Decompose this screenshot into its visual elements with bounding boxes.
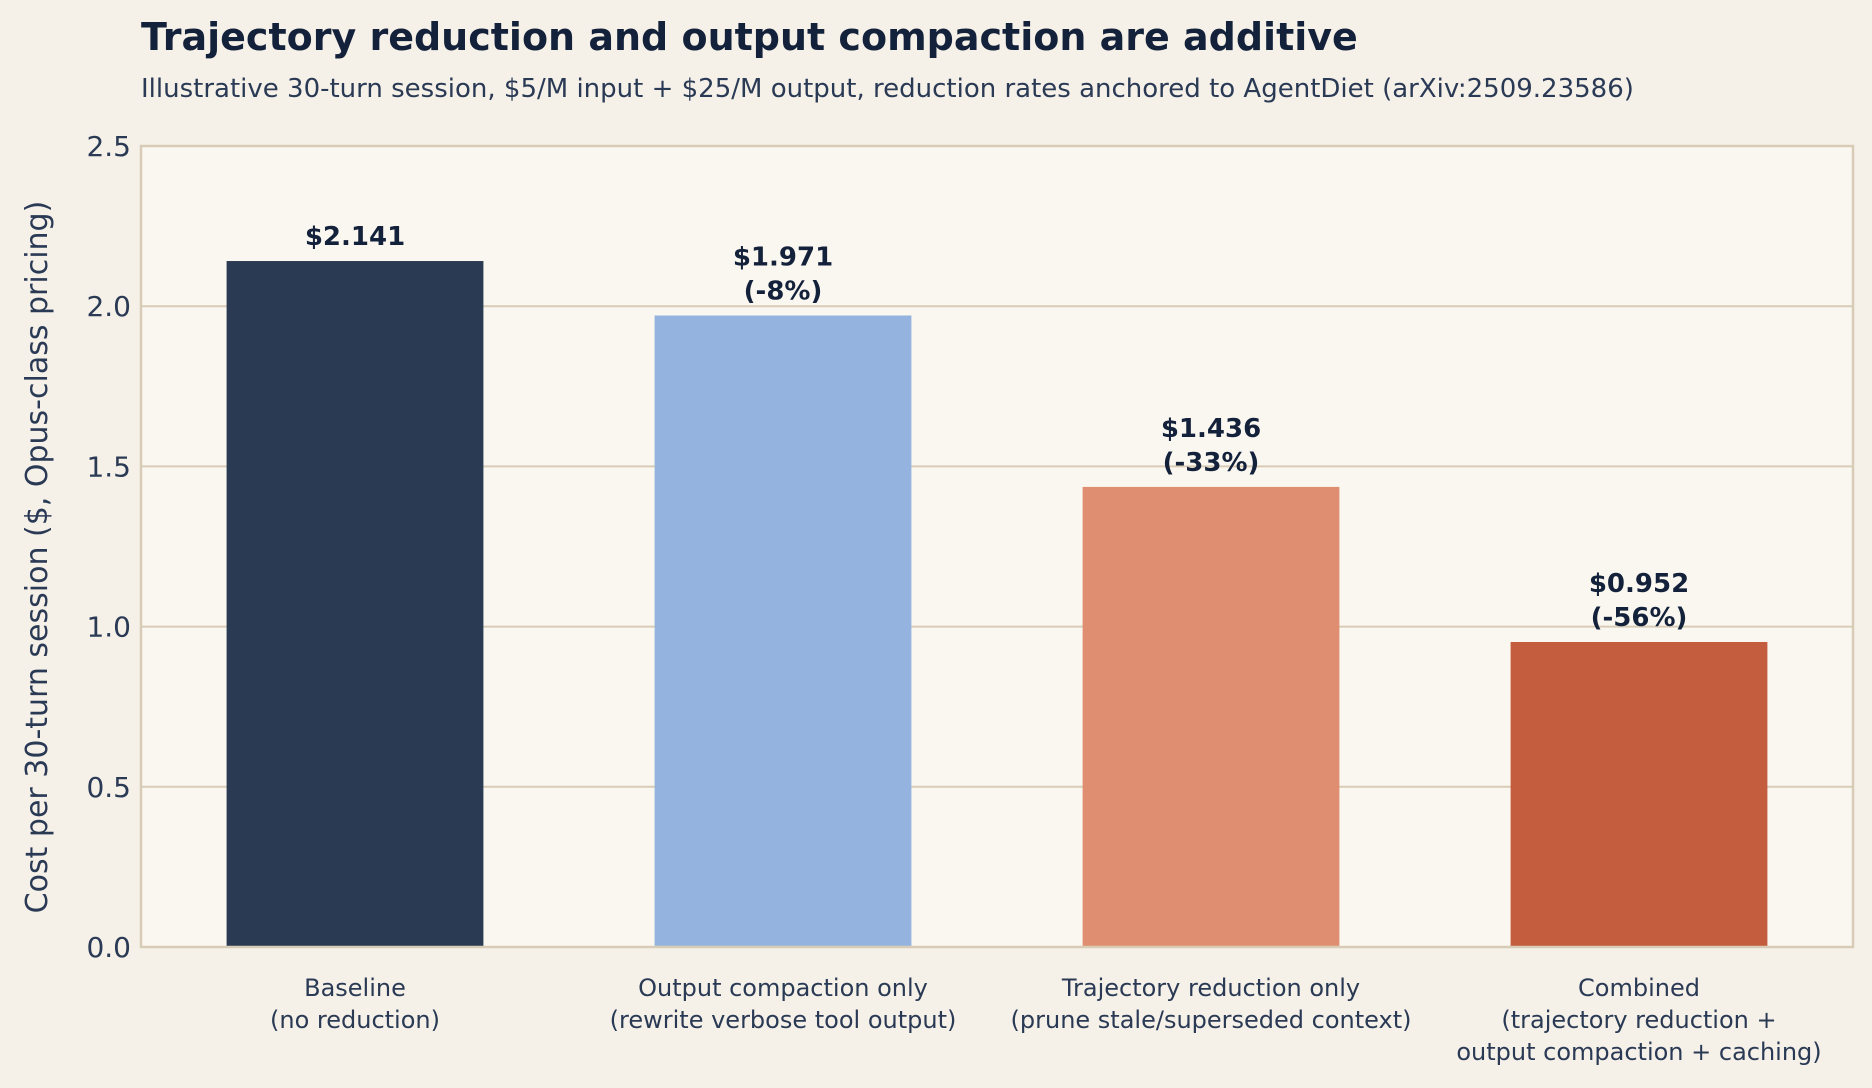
x-tick-label-line: Trajectory reduction only [1061, 974, 1360, 1002]
y-axis-label: Cost per 30-turn session ($, Opus-class … [20, 201, 55, 914]
data-label-line: $1.971 [733, 242, 833, 272]
data-label-line: (-8%) [744, 276, 823, 306]
chart-subtitle: Illustrative 30-turn session, $5/M input… [141, 74, 1634, 104]
x-tick-label: Baseline (no reduction) [270, 974, 440, 1034]
x-tick-label-line: Output compaction only [638, 974, 928, 1002]
data-label-line: $2.141 [305, 222, 405, 252]
x-tick-label-line: (trajectory reduction + [1501, 1006, 1776, 1034]
data-label-line: (-56%) [1591, 603, 1688, 633]
data-label: $1.436 (-33%) [1161, 414, 1261, 478]
data-label: $1.971 (-8%) [733, 242, 833, 306]
x-tick-label: Trajectory reduction only (prune stale/su… [1011, 974, 1412, 1034]
data-label-line: (-33%) [1163, 448, 1260, 478]
y-tick-label: 0.0 [86, 931, 131, 964]
x-tick-label-line: (no reduction) [270, 1006, 440, 1034]
x-tick-label-line: output compaction + caching) [1456, 1038, 1821, 1066]
bars-layer [226, 261, 1768, 948]
bar [654, 315, 912, 948]
y-tick-label: 2.5 [86, 130, 131, 163]
x-tick-label-line: (rewrite verbose tool output) [610, 1006, 957, 1034]
chart-title: Trajectory reduction and output compacti… [141, 15, 1358, 59]
bar [1510, 641, 1768, 947]
plot-frame [139, 144, 1855, 949]
y-tick-label: 1.0 [86, 611, 131, 644]
x-tick-label-line: Baseline [304, 974, 406, 1002]
bar [226, 261, 484, 948]
y-tick-label: 2.0 [86, 290, 131, 323]
y-tick-label: 1.5 [86, 450, 131, 483]
data-labels: $2.141 $1.971 (-8%) $1.436 (-33%) $0.952 (-56%… [305, 222, 1689, 633]
x-tick-label-line: (prune stale/superseded context) [1011, 1006, 1412, 1034]
x-tick-label: Output compaction only (rewrite verbose t… [610, 974, 957, 1034]
x-tick-label: Combined (trajectory reduction + output co… [1456, 974, 1821, 1066]
y-axis-ticks: 0.0 0.5 1.0 1.5 2.0 2.5 [86, 130, 131, 964]
data-label: $2.141 [305, 222, 405, 252]
x-axis-ticks: Baseline (no reduction) Output compaction … [270, 974, 1822, 1066]
data-label: $0.952 (-56%) [1589, 569, 1689, 633]
x-tick-label-line: Combined [1578, 974, 1700, 1002]
bar [1082, 486, 1340, 947]
data-label-line: $1.436 [1161, 414, 1261, 444]
y-tick-label: 0.5 [86, 771, 131, 804]
data-label-line: $0.952 [1589, 569, 1689, 599]
